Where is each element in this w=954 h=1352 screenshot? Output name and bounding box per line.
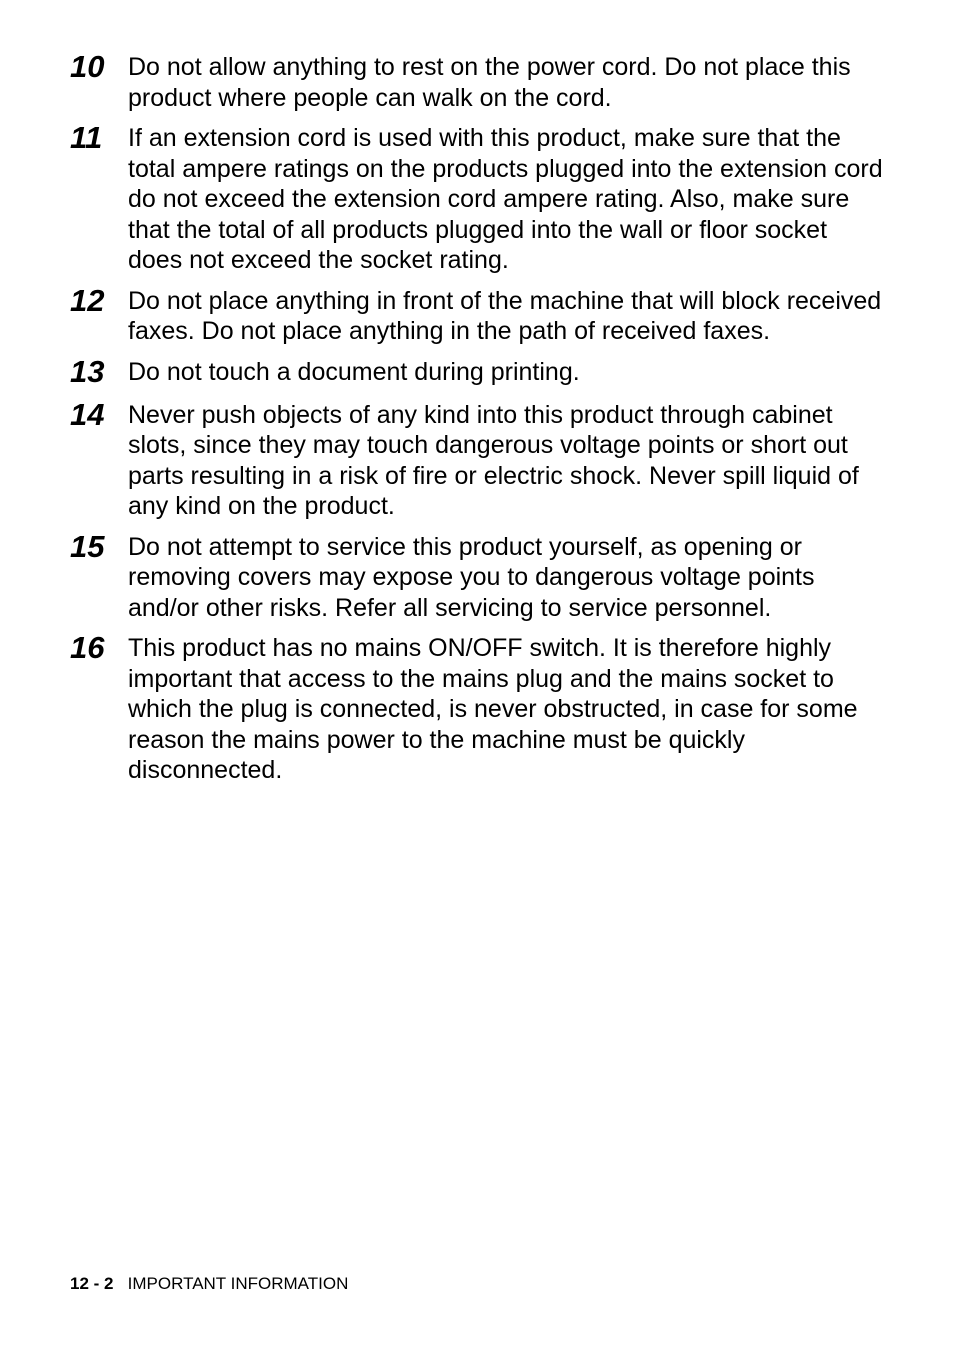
- footer-separator: [113, 1274, 127, 1293]
- item-number: 10: [70, 48, 128, 85]
- page-number: 12 - 2: [70, 1274, 113, 1293]
- item-text: Do not place anything in front of the ma…: [128, 282, 884, 347]
- item-number: 11: [70, 119, 128, 156]
- list-item: 10 Do not allow anything to rest on the …: [70, 48, 884, 113]
- item-number: 12: [70, 282, 128, 319]
- page-content: 10 Do not allow anything to rest on the …: [0, 0, 954, 786]
- list-item: 15 Do not attempt to service this produc…: [70, 528, 884, 624]
- item-text: Do not touch a document during printing.: [128, 353, 580, 388]
- list-item: 14 Never push objects of any kind into t…: [70, 396, 884, 522]
- item-text: This product has no mains ON/OFF switch.…: [128, 629, 884, 786]
- page-footer: 12 - 2 IMPORTANT INFORMATION: [70, 1274, 348, 1294]
- list-item: 11 If an extension cord is used with thi…: [70, 119, 884, 276]
- item-number: 16: [70, 629, 128, 666]
- item-text: Do not attempt to service this product y…: [128, 528, 884, 624]
- footer-section-title: IMPORTANT INFORMATION: [128, 1274, 349, 1293]
- item-number: 14: [70, 396, 128, 433]
- list-item: 13 Do not touch a document during printi…: [70, 353, 884, 390]
- item-text: If an extension cord is used with this p…: [128, 119, 884, 276]
- item-number: 13: [70, 353, 128, 390]
- list-item: 12 Do not place anything in front of the…: [70, 282, 884, 347]
- list-item: 16 This product has no mains ON/OFF swit…: [70, 629, 884, 786]
- item-text: Do not allow anything to rest on the pow…: [128, 48, 884, 113]
- item-text: Never push objects of any kind into this…: [128, 396, 884, 522]
- item-number: 15: [70, 528, 128, 565]
